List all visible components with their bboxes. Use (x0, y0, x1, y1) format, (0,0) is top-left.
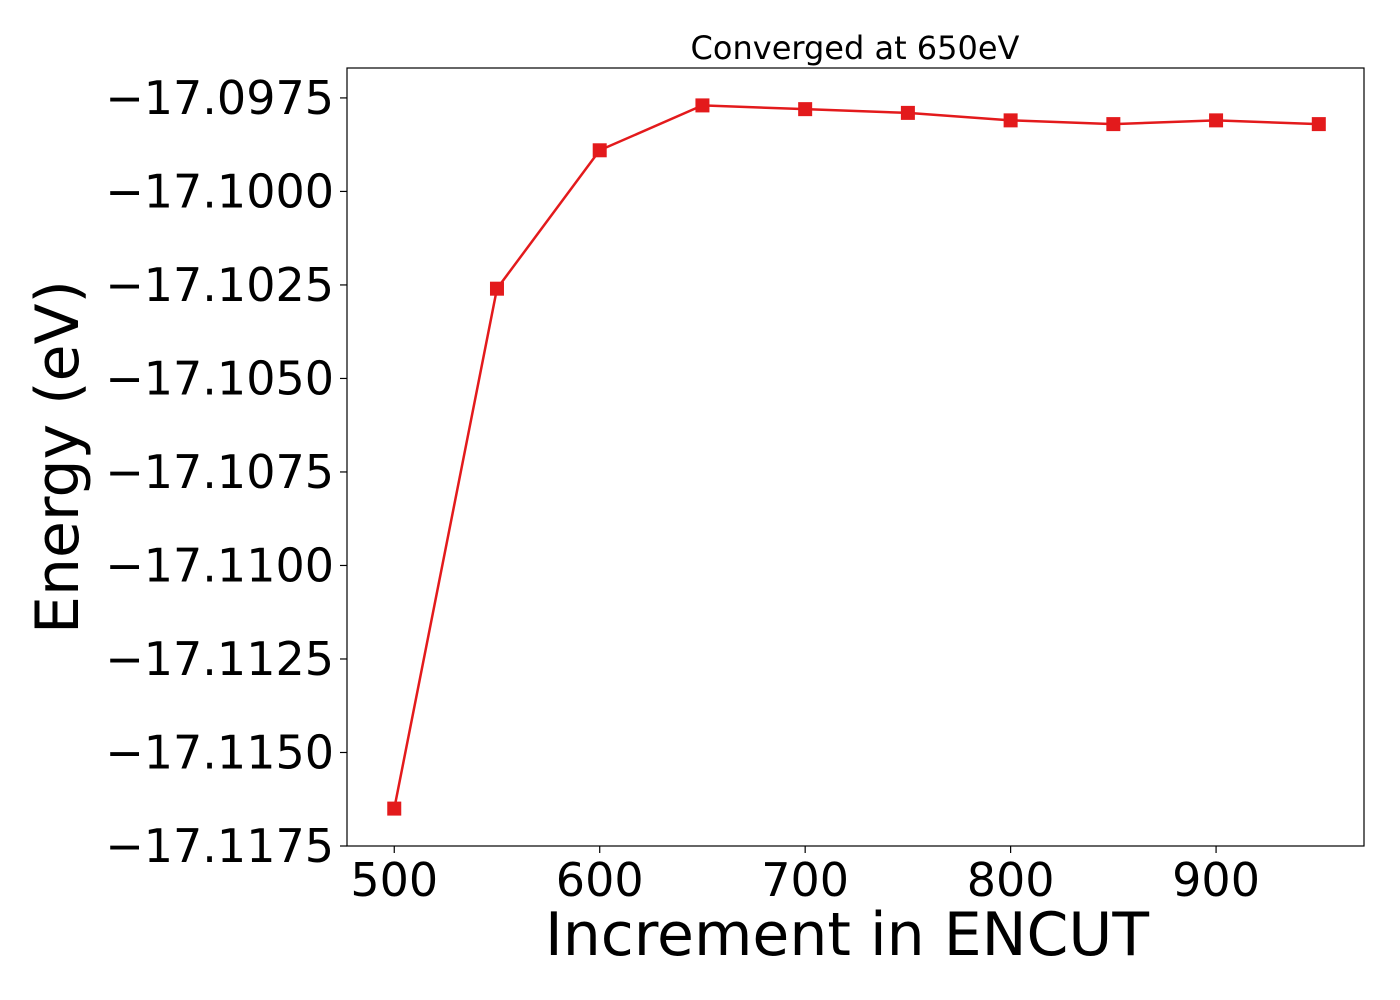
data-point-marker (695, 98, 710, 113)
data-point-marker (900, 105, 915, 120)
series-line (393, 104, 1319, 809)
data-point-marker (1003, 113, 1018, 128)
x-tick-label: 900 (1172, 853, 1260, 907)
x-axis-ticks: 500 600 700 800 900 (350, 846, 1260, 907)
data-point-marker (1311, 117, 1326, 132)
chart-title: Converged at 650eV (691, 29, 1020, 67)
y-tick-label: −17.1050 (105, 351, 334, 405)
y-tick-label: −17.0975 (105, 71, 334, 125)
data-point-marker (387, 801, 402, 816)
x-tick-label: 600 (556, 853, 644, 907)
y-tick-label: −17.1125 (105, 632, 334, 686)
x-tick-label: 700 (761, 853, 849, 907)
data-point-marker (1106, 117, 1121, 132)
x-tick-label: 500 (350, 853, 438, 907)
data-point-marker (1209, 113, 1224, 128)
data-point-marker (592, 143, 607, 158)
y-axis-title: Energy (eV) (23, 280, 93, 634)
y-tick-label: −17.1100 (105, 538, 334, 592)
y-tick-label: −17.1150 (105, 725, 334, 779)
data-point-marker (489, 281, 504, 296)
data-point-marker (798, 102, 813, 117)
x-axis-title: Increment in ENCUT (545, 900, 1149, 970)
x-tick-label: 800 (967, 853, 1055, 907)
plot-frame (346, 67, 1365, 847)
y-tick-label: −17.1075 (105, 445, 334, 499)
y-axis-ticks: −17.0975 −17.1000 −17.1025 −17.1050 −17.1075… (105, 71, 347, 873)
series-layer (387, 98, 1326, 816)
y-tick-label: −17.1000 (105, 164, 334, 218)
y-tick-label: −17.1025 (105, 258, 334, 312)
plot-background (347, 68, 1364, 846)
y-tick-label: −17.1175 (105, 819, 334, 873)
